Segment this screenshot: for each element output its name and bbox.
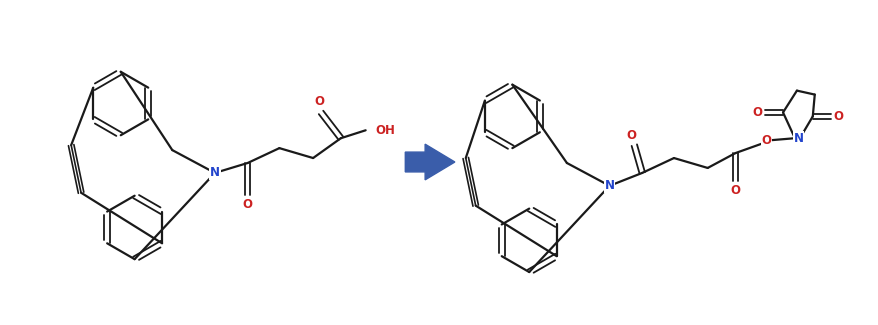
- Text: O: O: [752, 106, 761, 119]
- Text: O: O: [730, 184, 739, 197]
- Polygon shape: [405, 144, 454, 180]
- Text: O: O: [313, 95, 324, 108]
- Text: O: O: [760, 134, 770, 147]
- Text: O: O: [832, 110, 843, 123]
- Text: N: N: [793, 132, 803, 145]
- Text: O: O: [626, 129, 636, 142]
- Text: O: O: [242, 198, 252, 211]
- Text: N: N: [604, 179, 614, 192]
- Text: N: N: [210, 166, 220, 179]
- Text: OH: OH: [375, 124, 395, 137]
